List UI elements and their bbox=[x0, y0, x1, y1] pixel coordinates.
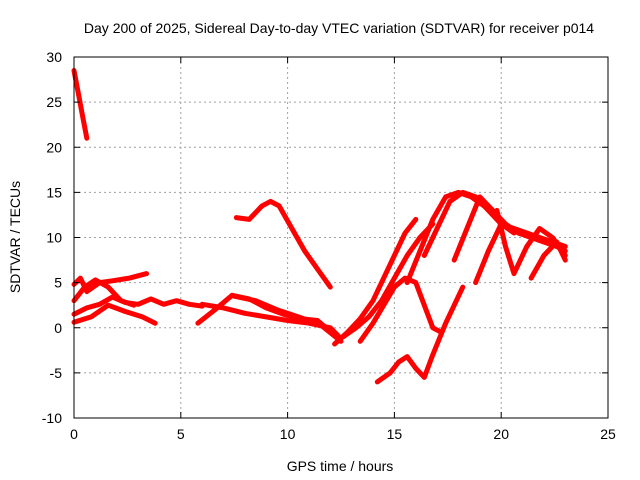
y-tick-label: 0 bbox=[54, 320, 62, 336]
series-trace-17 bbox=[473, 221, 568, 286]
series-trace-05 bbox=[71, 302, 158, 326]
x-tick-label: 20 bbox=[493, 426, 509, 442]
series-trace-12 bbox=[357, 275, 444, 344]
axis-ticks: 0 5 10 15 20 25 -10 -5 0 5 10 15 20 25 30 bbox=[42, 49, 616, 442]
data-series bbox=[71, 68, 568, 385]
chart-title: Day 200 of 2025, Sidereal Day-to-day VTE… bbox=[84, 20, 594, 36]
y-tick-label: 10 bbox=[46, 230, 62, 246]
y-tick-label: -10 bbox=[42, 410, 62, 426]
grid bbox=[74, 57, 608, 418]
series-trace-09 bbox=[233, 198, 333, 290]
y-tick-label: 30 bbox=[46, 49, 62, 65]
series-trace-13 bbox=[374, 284, 466, 385]
y-tick-label: -5 bbox=[50, 365, 63, 381]
x-tick-label: 10 bbox=[280, 426, 296, 442]
series-trace-11 bbox=[340, 221, 436, 340]
x-tick-label: 5 bbox=[177, 426, 185, 442]
x-tick-label: 0 bbox=[70, 426, 78, 442]
y-tick-label: 20 bbox=[46, 139, 62, 155]
series-trace-18 bbox=[494, 207, 568, 277]
x-tick-label: 25 bbox=[600, 426, 616, 442]
y-tick-label: 5 bbox=[54, 275, 62, 291]
series-trace-01 bbox=[71, 68, 90, 141]
series-trace-04 bbox=[71, 294, 205, 317]
x-axis-label: GPS time / hours bbox=[287, 458, 394, 474]
y-tick-label: 25 bbox=[46, 94, 62, 110]
y-axis-label: SDTVAR / TECUs bbox=[7, 181, 23, 293]
series-trace-08 bbox=[231, 293, 344, 344]
x-tick-label: 15 bbox=[387, 426, 403, 442]
series-trace-19 bbox=[528, 239, 568, 281]
y-tick-label: 15 bbox=[46, 184, 62, 200]
